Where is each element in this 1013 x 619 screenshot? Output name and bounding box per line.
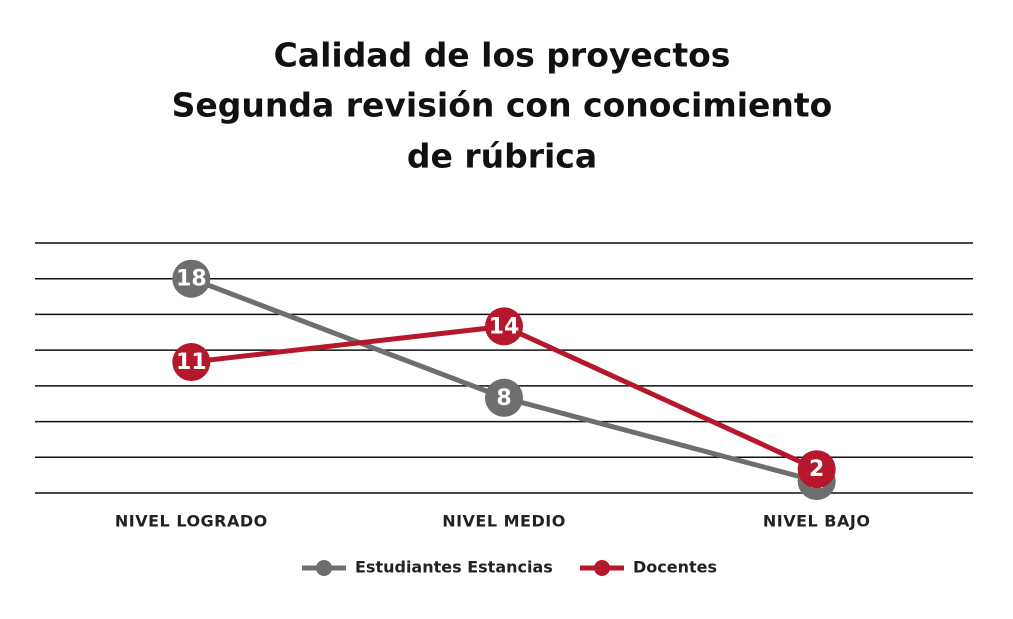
- chart-title: Calidad de los proyectos: [274, 36, 731, 75]
- data-label: 2: [809, 457, 824, 482]
- chart-title: de rúbrica: [407, 137, 597, 176]
- x-tick-label: NIVEL BAJO: [763, 512, 871, 531]
- legend-swatch: [594, 560, 610, 576]
- chart-title: Segunda revisión con conocimiento: [172, 86, 833, 125]
- data-label: 11: [176, 350, 207, 375]
- data-point: [172, 259, 211, 298]
- data-point: [172, 343, 211, 382]
- legend-swatch: [316, 560, 332, 576]
- x-tick-label: NIVEL LOGRADO: [115, 512, 268, 531]
- legend-label: Docentes: [633, 558, 717, 577]
- data-point: [485, 307, 523, 346]
- x-tick-label: NIVEL MEDIO: [442, 512, 566, 531]
- data-point: [485, 378, 523, 417]
- data-label: 14: [489, 314, 520, 339]
- data-label: 8: [496, 386, 511, 411]
- data-label: 18: [176, 267, 207, 292]
- data-point: [797, 450, 836, 489]
- legend-label: Estudiantes Estancias: [355, 558, 553, 577]
